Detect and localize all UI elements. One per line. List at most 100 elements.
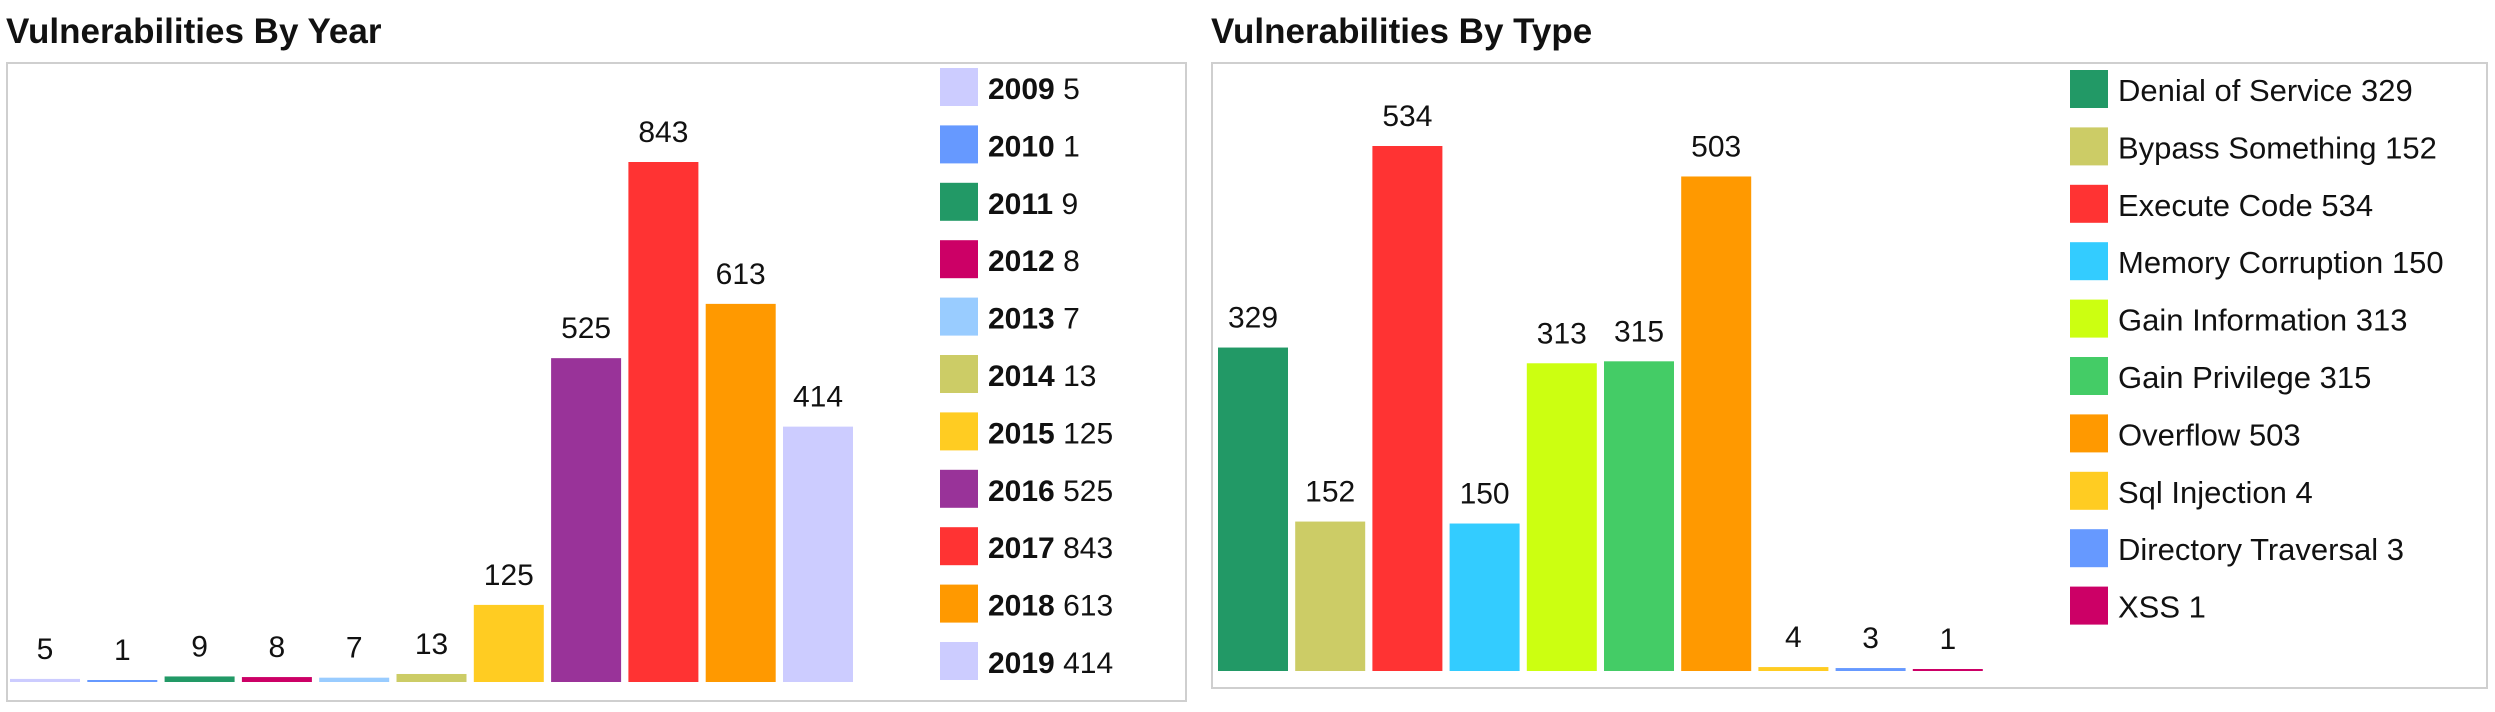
legend-swatch-2011 — [940, 182, 978, 221]
bar-2014 — [396, 673, 467, 682]
legend-swatch-2012 — [940, 240, 978, 279]
data-label-execute-code: 534 — [1382, 100, 1432, 133]
legend-swatch-bypass-something — [2070, 127, 2108, 166]
data-label-xss: 1 — [1939, 623, 1956, 656]
data-label-sql-injection: 4 — [1785, 621, 1802, 654]
legend-item-xss: XSS 1 — [2118, 590, 2206, 625]
data-label-gain-privilege: 315 — [1614, 315, 1664, 348]
legend-count: 7 — [1063, 303, 1080, 336]
legend-year: 2019 — [988, 647, 1055, 680]
legend-swatch-memory-corruption — [2070, 242, 2108, 281]
legend-swatch-directory-traversal — [2070, 529, 2108, 568]
legend-swatch-2009 — [940, 68, 978, 106]
legend-item-2015: 2015 125 — [988, 417, 1113, 450]
bar-overflow — [1681, 176, 1752, 671]
legend-swatch-execute-code — [2070, 184, 2108, 223]
bar-2019 — [783, 426, 853, 682]
legend-item-bypass-something: Bypass Something 152 — [2118, 130, 2437, 165]
legend-item-2012: 2012 8 — [988, 245, 1080, 278]
legend-count: 414 — [1063, 647, 1113, 680]
legend-type-name: Overflow — [2118, 417, 2241, 452]
bar-2018 — [705, 303, 776, 682]
bar-2015 — [473, 604, 544, 682]
legend-item-2018: 2018 613 — [988, 590, 1113, 623]
legend-item-2009: 2009 5 — [988, 73, 1080, 106]
legend-count: 9 — [1061, 188, 1078, 221]
legend-count: 613 — [1063, 590, 1113, 623]
bar-xss — [1912, 669, 1983, 671]
data-label-2010: 1 — [114, 634, 131, 667]
legend-swatch-2014 — [940, 355, 978, 393]
bar-bypass-something — [1295, 521, 1366, 671]
legend-item-overflow: Overflow 503 — [2118, 417, 2301, 452]
legend-item-gain-privilege: Gain Privilege 315 — [2118, 360, 2371, 395]
data-label-memory-corruption: 150 — [1460, 478, 1510, 511]
legend-count: 150 — [2392, 245, 2444, 280]
legend-year: 2009 — [988, 73, 1055, 106]
bar-2017 — [628, 162, 699, 682]
legend-swatch-gain-privilege — [2070, 357, 2108, 395]
bar-2010 — [87, 680, 158, 682]
chart-title-by-year: Vulnerabilities By Year — [6, 12, 382, 51]
legend-count: 8 — [1063, 245, 1080, 278]
data-label-2013: 7 — [346, 632, 363, 665]
legend-type-name: Bypass Something — [2118, 130, 2376, 165]
legend-swatch-2015 — [940, 412, 978, 451]
data-label-2012: 8 — [269, 631, 286, 664]
legend-count: 125 — [1063, 417, 1113, 450]
legend-count: 313 — [2356, 303, 2408, 338]
legend-type-name: XSS — [2118, 590, 2180, 625]
legend-year: 2015 — [988, 417, 1055, 450]
legend-item-directory-traversal: Directory Traversal 3 — [2118, 532, 2404, 567]
legend-count: 13 — [1063, 360, 1096, 393]
bar-chart-by-type: 329 152 534 150 313 315 503 4 3 1 Denial of Servic… — [1218, 70, 2444, 671]
legend-item-2016: 2016 525 — [988, 475, 1113, 508]
legend-swatch-xss — [2070, 586, 2108, 625]
data-label-2016: 525 — [561, 312, 611, 345]
legend-type-name: Directory Traversal — [2118, 532, 2378, 567]
legend-year: 2011 — [988, 188, 1053, 221]
legend-year: 2018 — [988, 590, 1055, 623]
legend-count: 1 — [2189, 590, 2206, 625]
legend-type-name: Sql Injection — [2118, 475, 2287, 510]
bar-2011 — [164, 676, 235, 682]
legend-count: 843 — [1063, 532, 1113, 565]
legend-item-2014: 2014 13 — [988, 360, 1096, 393]
legend-swatch-2019 — [940, 642, 978, 680]
legend-count: 329 — [2361, 73, 2413, 108]
bar-2013 — [319, 677, 390, 682]
legend-swatch-2018 — [940, 584, 978, 623]
legend-item-sql-injection: Sql Injection 4 — [2118, 475, 2313, 510]
bar-gain-information — [1526, 363, 1597, 671]
legend-item-2013: 2013 7 — [988, 303, 1080, 336]
legend-count: 525 — [1063, 475, 1113, 508]
data-label-2015: 125 — [484, 559, 534, 592]
bar-gain-privilege — [1604, 361, 1674, 671]
data-label-2014: 13 — [415, 628, 448, 661]
legend-type-name: Memory Corruption — [2118, 245, 2383, 280]
data-label-2017: 843 — [638, 116, 688, 149]
legend-item-2019: 2019 414 — [988, 647, 1113, 680]
legend-item-memory-corruption: Memory Corruption 150 — [2118, 245, 2444, 280]
data-label-2019: 414 — [793, 381, 843, 414]
legend-year: 2017 — [988, 532, 1055, 565]
data-label-2011: 9 — [191, 630, 208, 663]
data-label-gain-information: 313 — [1537, 317, 1587, 350]
bar-denial-of-service — [1218, 347, 1288, 671]
legend-item-2011: 2011 9 — [988, 188, 1078, 221]
data-label-2018: 613 — [716, 258, 766, 291]
bar-2016 — [551, 358, 622, 682]
legend-type-name: Gain Privilege — [2118, 360, 2311, 395]
legend-count: 1 — [1063, 130, 1080, 163]
legend-swatch-2017 — [940, 527, 978, 566]
data-label-bypass-something: 152 — [1305, 476, 1355, 509]
chart-title-by-type: Vulnerabilities By Type — [1211, 12, 1593, 51]
legend-swatch-2016 — [940, 469, 978, 508]
legend-item-2010: 2010 1 — [988, 130, 1080, 163]
legend-count: 152 — [2385, 130, 2437, 165]
legend-year: 2014 — [988, 360, 1055, 393]
legend-type-name: Denial of Service — [2118, 73, 2352, 108]
legend-count: 503 — [2249, 417, 2301, 452]
bar-2009 — [10, 678, 80, 682]
